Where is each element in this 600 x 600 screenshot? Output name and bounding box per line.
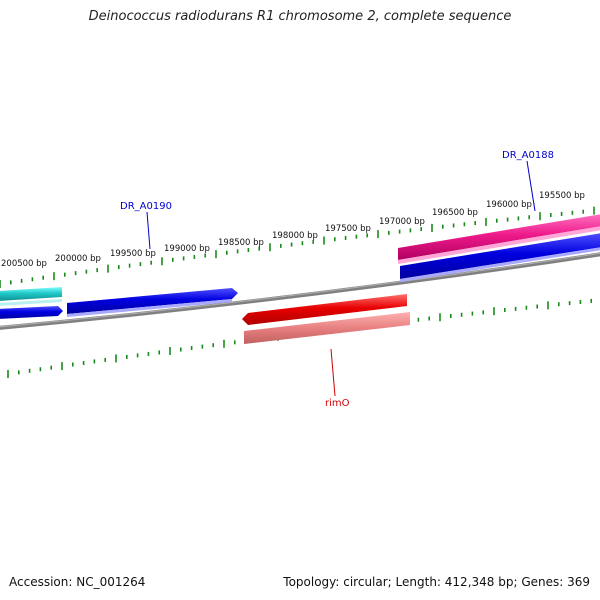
label-line-DR_A0190 [146, 211, 151, 250]
tick-label: 198000 bp [272, 231, 318, 241]
label-line-rimO [330, 348, 336, 397]
label-line-DR_A0188 [526, 160, 536, 212]
tick-label: 197500 bp [325, 224, 371, 234]
genome-summary: Topology: circular; Length: 412,348 bp; … [283, 575, 590, 589]
gene-DR_A0190 [67, 288, 238, 314]
tick-label: 196000 bp [486, 200, 532, 210]
tick-label: 195500 bp [539, 191, 585, 201]
cyan-feature [0, 287, 62, 301]
rimO-feature [244, 312, 410, 344]
forward-gene-arrow [0, 306, 63, 319]
tick-label: 199500 bp [110, 249, 156, 259]
accession-label: Accession: NC_001264 [9, 575, 146, 589]
tick-label: 200500 bp [1, 259, 47, 269]
magenta-feature [398, 214, 600, 260]
tick-label: 196500 bp [432, 208, 478, 218]
gene-rimO [242, 294, 407, 325]
tick-label: 198500 bp [218, 238, 264, 248]
map-title: Deinococcus radiodurans R1 chromosome 2,… [88, 9, 512, 24]
tick-labels: 200500 bp 200000 bp 199500 bp 199000 bp … [1, 191, 585, 269]
gene-DR_A0188 [400, 233, 600, 279]
chromosome-backbone [0, 252, 600, 330]
gene-label-DR_A0190[interactable]: DR_A0190 [120, 201, 172, 212]
tick-label: 197000 bp [379, 217, 425, 227]
gene-label-rimO[interactable]: rimO [325, 398, 350, 409]
gene-label-DR_A0188[interactable]: DR_A0188 [502, 150, 554, 161]
tick-label: 199000 bp [164, 244, 210, 254]
outer-tick-track [0, 206, 595, 288]
tick-label: 200000 bp [55, 254, 101, 264]
